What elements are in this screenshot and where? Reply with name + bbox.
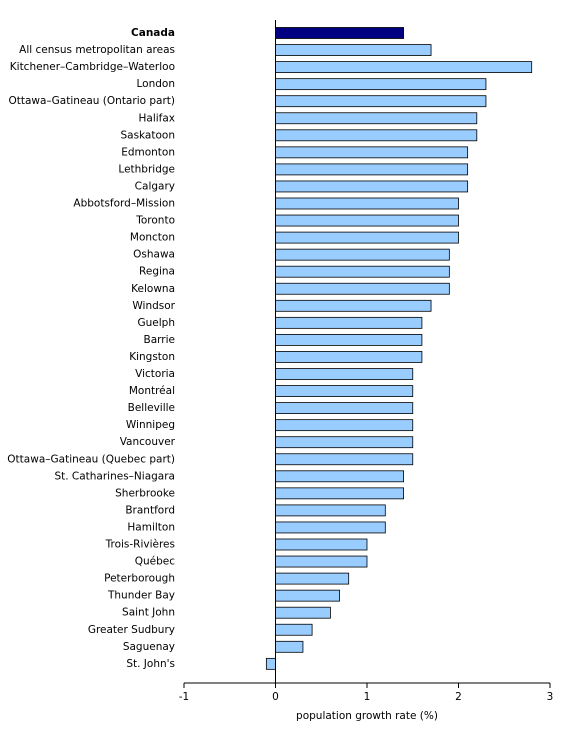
y-tick-label: St. John's [126,658,175,670]
y-tick-label: Trois-Rivières [105,539,175,551]
bar [275,180,469,193]
y-tick-label: Barrie [144,334,175,346]
bar [275,589,340,602]
x-tick-label: -1 [179,691,189,703]
bar [275,129,478,142]
bar [275,27,405,39]
bar [275,265,450,278]
y-tick-label: Saskatoon [120,129,175,141]
y-tick-label: Halifax [138,112,175,124]
x-tick-label: 2 [455,691,462,703]
y-tick-label: Calgary [135,180,175,192]
y-tick-label: Saint John [122,607,175,619]
bar [275,436,414,449]
bar [275,640,304,653]
bar [265,657,276,670]
bar [275,248,450,261]
bar [275,61,533,73]
bar [275,316,423,329]
y-tick-label: Brantford [125,504,175,516]
bar [275,572,350,585]
y-tick-label: Victoria [135,368,175,380]
bar [275,623,313,636]
bar [275,538,368,551]
bar [275,521,386,534]
bar [275,333,423,346]
y-tick-label: Kelowna [131,283,175,295]
y-tick-label: Greater Sudbury [88,624,175,636]
bar [275,606,331,619]
x-axis-label: population growth rate (%) [296,710,438,722]
x-tick-label: 0 [272,691,279,703]
y-tick-label: Regina [139,266,175,278]
y-tick-label: Lethbridge [118,163,175,175]
bar [275,351,423,363]
bar [275,368,414,380]
bar [275,282,450,295]
bar [275,214,459,227]
bar [275,487,405,500]
bar [275,163,469,176]
bar [275,299,432,312]
y-tick-label: Guelph [138,317,176,329]
y-tick-label: London [137,78,176,90]
y-tick-label: Peterborough [104,573,175,585]
y-tick-label: Canada [131,27,175,39]
y-tick-label: Vancouver [120,436,176,448]
bar [275,231,459,244]
y-tick-label: All census metropolitan areas [19,44,175,56]
y-tick-label: Belleville [128,402,175,414]
y-tick-label: Oshawa [133,249,175,261]
y-tick-label: Ottawa–Gatineau (Ontario part) [8,95,175,107]
bar [275,402,414,415]
y-tick-label: Winnipeg [126,419,175,431]
y-tick-label: Québec [135,556,176,568]
bar [275,112,478,125]
y-tick-label: Thunder Bay [107,590,175,602]
y-tick-label: Edmonton [121,146,175,158]
x-tick-label: 3 [547,691,554,703]
y-tick-label: Abbotsford–Mission [73,198,175,210]
y-tick-label: Sherbrooke [115,487,175,499]
x-tick-label: 1 [364,691,371,703]
bar [275,44,432,56]
bar [275,453,414,466]
y-tick-label: Toronto [135,215,175,227]
y-tick-label: Hamilton [127,521,175,533]
bar [275,95,487,108]
y-tick-label: Windsor [132,300,175,312]
bar [275,504,386,517]
y-tick-label: Ottawa–Gatineau (Quebec part) [7,453,175,465]
y-tick-label: Saguenay [123,641,175,653]
bar [275,197,459,210]
bar [275,385,414,397]
bar [275,419,414,432]
bar [275,146,469,159]
y-tick-label: Kingston [129,351,175,363]
bar [275,470,405,483]
y-tick-label: Kitchener–Cambridge–Waterloo [10,61,175,73]
y-tick-label: St. Catharines–Niagara [54,470,175,482]
y-tick-label: Montréal [129,385,175,397]
bar [275,78,487,91]
y-tick-label: Moncton [130,232,175,244]
bar [275,555,368,568]
